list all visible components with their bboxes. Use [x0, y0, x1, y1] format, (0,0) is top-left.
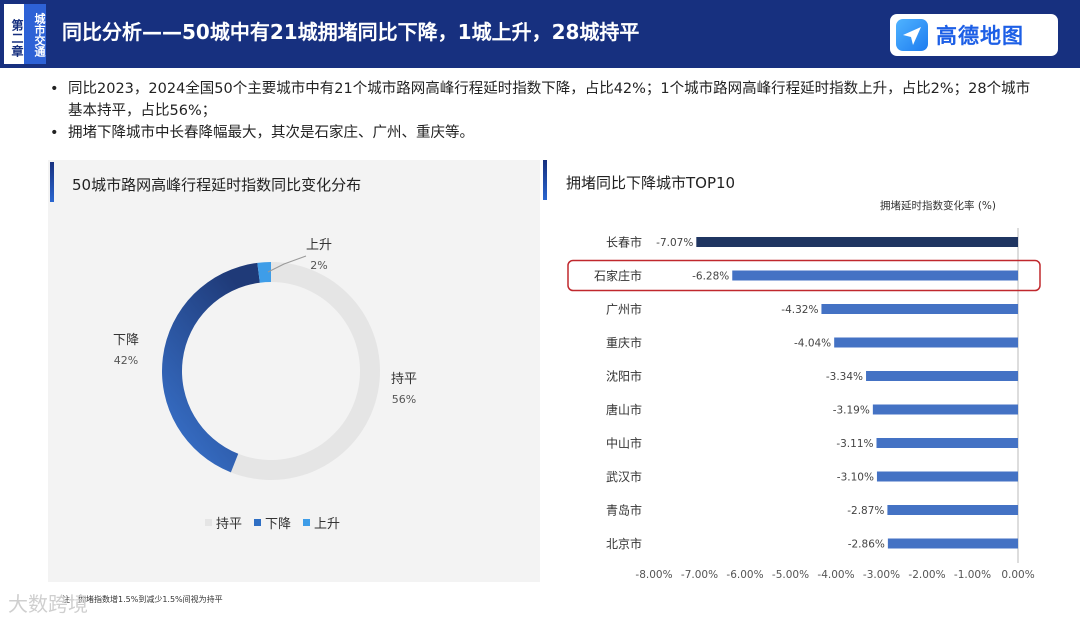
category-label: 广州市	[606, 302, 642, 317]
bar	[732, 270, 1018, 281]
pie-label-down: 下降 42%	[113, 331, 139, 371]
x-tick-label: -1.00%	[954, 569, 991, 581]
category-label: 中山市	[606, 436, 642, 451]
panel-title-accent	[50, 162, 54, 202]
value-label: -3.11%	[836, 438, 873, 450]
bar	[876, 471, 1018, 482]
value-label: -3.10%	[837, 472, 874, 484]
bar	[876, 438, 1018, 448]
bar	[866, 371, 1018, 381]
bar-chart: 拥堵延时指数变化率 (%) -8.00% -7.00% -6.00% -5.00% -4.…	[567, 199, 1041, 581]
watermark: 大数跨境	[8, 592, 88, 616]
pie-slice-持平	[230, 262, 381, 480]
bar	[887, 538, 1018, 549]
value-label: -4.04%	[794, 338, 831, 350]
category-label: 北京市	[606, 536, 642, 551]
leader-line	[267, 255, 307, 273]
bar	[834, 337, 1018, 348]
legend-item: 上升	[303, 513, 340, 532]
pie-label-pct: 42%	[113, 354, 139, 367]
donut-chart	[162, 262, 381, 480]
highlight-box	[567, 259, 1041, 292]
unit-label: 拥堵延时指数变化率 (%)	[880, 199, 996, 212]
legend-item: 下降	[254, 513, 291, 532]
x-tick-label: 0.00%	[1001, 569, 1034, 581]
pie-slice-上升	[257, 262, 271, 283]
category-label: 沈阳市	[606, 369, 642, 384]
chapter-tab: 第二章 城市交通	[4, 4, 48, 64]
legend-label: 持平	[216, 517, 243, 532]
legend-swatch	[254, 519, 262, 526]
category-label: 石家庄市	[594, 268, 642, 283]
bar-chart-title: 拥堵同比下降城市TOP10	[566, 174, 736, 192]
category-label: 武汉市	[606, 469, 642, 484]
category-label: 长春市	[606, 235, 642, 250]
x-tick-label: -8.00%	[635, 569, 672, 581]
bar	[696, 237, 1018, 247]
pie-label-name: 持平	[391, 372, 418, 387]
x-tick-label: -4.00%	[817, 569, 854, 581]
donut-legend: 持平 下降 上升	[205, 513, 340, 532]
legend-swatch	[303, 519, 311, 526]
legend-label: 下降	[265, 517, 292, 532]
page-title: 同比分析——50城中有21城拥堵同比下降，1城上升，28城持平	[62, 20, 640, 44]
bullet-item: 拥堵下降城市中长春降幅最大，其次是石家庄、广州、重庆等。	[48, 122, 1038, 144]
value-label: -3.34%	[826, 371, 863, 383]
value-label: -7.07%	[656, 237, 693, 249]
x-tick-label: -2.00%	[908, 569, 945, 581]
footnote: 注：拥堵指数增1.5%到减少1.5%间视为持平	[62, 595, 223, 604]
value-label: -2.86%	[848, 539, 885, 551]
x-tick-label: -5.00%	[772, 569, 809, 581]
amap-logo: 高德地图	[890, 14, 1058, 56]
chapter-name: 城市交通	[24, 4, 46, 64]
chapter-number: 第二章	[4, 4, 24, 64]
pie-label-up: 上升 2%	[306, 236, 332, 276]
navigation-arrow-icon	[896, 19, 928, 51]
legend-label: 上升	[314, 517, 341, 532]
bar	[821, 304, 1018, 314]
donut-chart-title: 50城市路网高峰行程延时指数同比变化分布	[72, 176, 362, 194]
legend-swatch	[205, 519, 212, 526]
category-label: 重庆市	[606, 335, 642, 350]
value-label: -4.32%	[781, 304, 818, 316]
x-tick-label: -7.00%	[681, 569, 718, 581]
panel-title-accent	[543, 160, 547, 200]
pie-label-flat: 持平 56%	[391, 370, 417, 410]
value-label: -2.87%	[847, 505, 884, 517]
x-tick-label: -3.00%	[863, 569, 900, 581]
pie-label-name: 下降	[113, 333, 140, 348]
distribution-panel	[48, 160, 540, 582]
logo-text: 高德地图	[936, 24, 1024, 48]
bullet-item: 同比2023，2024全国50个主要城市中有21个城市路网高峰行程延时指数下降，…	[48, 78, 1038, 122]
pie-label-pct: 56%	[391, 393, 417, 406]
category-label: 青岛市	[606, 503, 642, 518]
bar	[872, 404, 1018, 415]
pie-slice-下降	[162, 262, 260, 473]
legend-item: 持平	[205, 513, 242, 532]
x-tick-label: -6.00%	[726, 569, 763, 581]
pie-label-pct: 2%	[310, 259, 328, 272]
value-label: -3.19%	[833, 405, 870, 417]
value-label: -6.28%	[692, 271, 729, 283]
summary-bullets: 同比2023，2024全国50个主要城市中有21个城市路网高峰行程延时指数下降，…	[48, 78, 1038, 144]
bar	[887, 505, 1018, 515]
pie-label-name: 上升	[306, 238, 333, 253]
page-header: 第二章 城市交通 同比分析——50城中有21城拥堵同比下降，1城上升，28城持平…	[0, 0, 1080, 68]
category-label: 唐山市	[606, 402, 642, 417]
